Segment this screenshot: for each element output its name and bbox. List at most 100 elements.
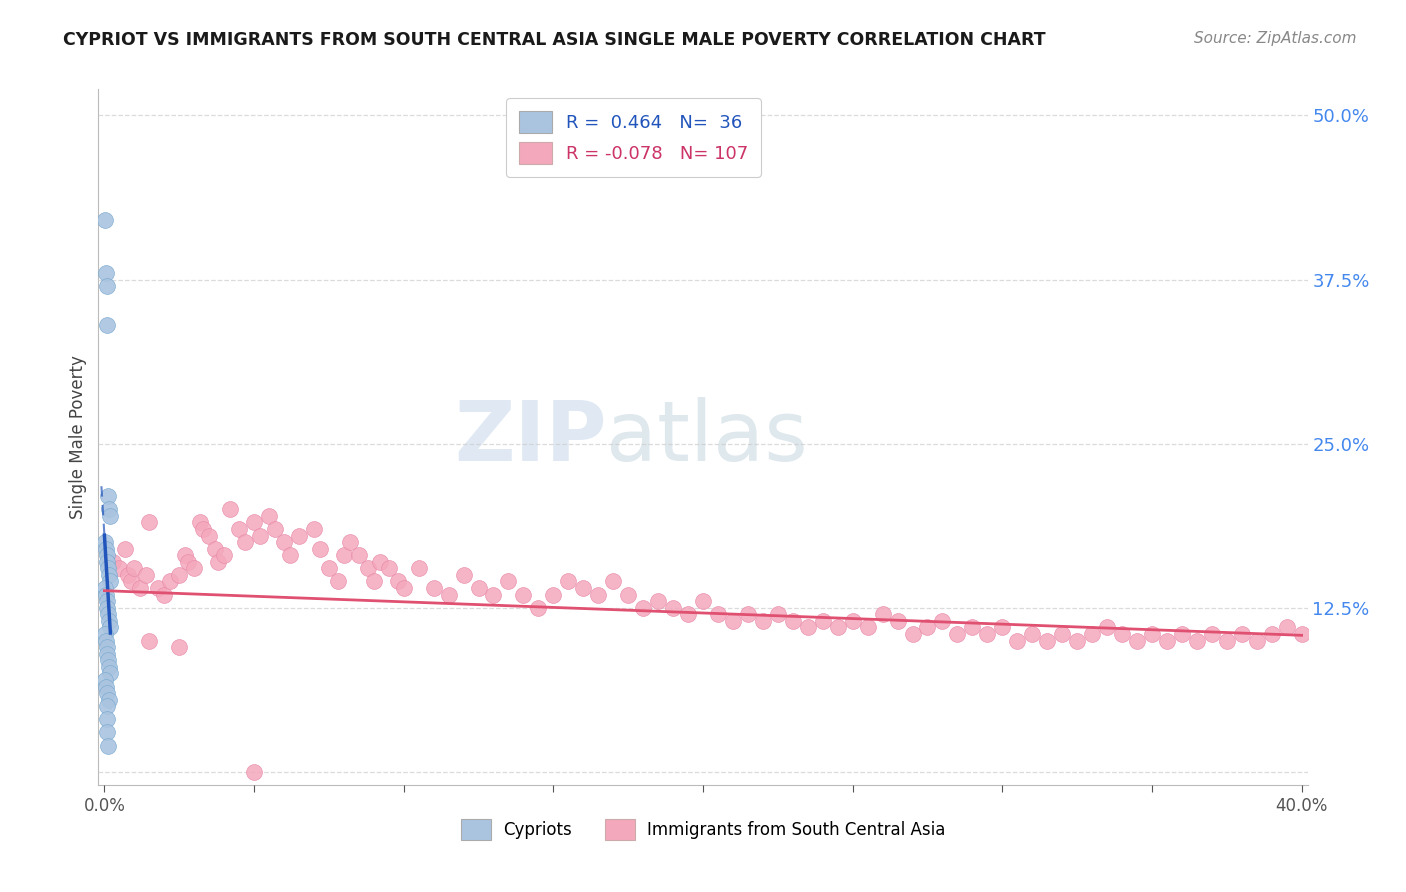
Point — [177, 555, 200, 569]
Point — [100, 574, 122, 589]
Point — [437, 588, 460, 602]
Point — [108, 561, 131, 575]
Point — [97, 502, 120, 516]
Point — [94, 266, 117, 280]
Point — [617, 588, 640, 602]
Point — [318, 561, 340, 575]
Point — [1216, 633, 1239, 648]
Point — [387, 574, 409, 589]
Point — [872, 607, 894, 622]
Point — [1171, 627, 1194, 641]
Point — [782, 614, 804, 628]
Point — [1275, 620, 1298, 634]
Point — [153, 588, 176, 602]
Point — [737, 607, 759, 622]
Point — [167, 640, 190, 654]
Point — [135, 568, 157, 582]
Point — [333, 548, 356, 562]
Point — [96, 640, 118, 654]
Point — [96, 318, 118, 333]
Point — [1156, 633, 1178, 648]
Point — [243, 764, 266, 779]
Point — [527, 600, 550, 615]
Point — [288, 528, 311, 542]
Point — [631, 600, 654, 615]
Point — [856, 620, 879, 634]
Point — [103, 555, 125, 569]
Point — [94, 535, 117, 549]
Point — [96, 548, 118, 562]
Point — [188, 516, 211, 530]
Point — [94, 627, 117, 641]
Point — [96, 686, 118, 700]
Point — [886, 614, 908, 628]
Point — [94, 588, 117, 602]
Point — [647, 594, 669, 608]
Point — [586, 588, 609, 602]
Text: ZIP: ZIP — [454, 397, 606, 477]
Point — [326, 574, 349, 589]
Point — [408, 561, 430, 575]
Point — [159, 574, 181, 589]
Point — [1126, 633, 1149, 648]
Point — [183, 561, 205, 575]
Point — [97, 489, 120, 503]
Point — [602, 574, 624, 589]
Point — [129, 581, 152, 595]
Point — [1185, 633, 1208, 648]
Point — [96, 712, 118, 726]
Point — [97, 568, 120, 582]
Legend: Cypriots, Immigrants from South Central Asia: Cypriots, Immigrants from South Central … — [454, 813, 952, 847]
Point — [100, 620, 122, 634]
Point — [96, 647, 118, 661]
Point — [1246, 633, 1268, 648]
Point — [138, 516, 160, 530]
Point — [917, 620, 939, 634]
Point — [97, 660, 120, 674]
Point — [264, 522, 287, 536]
Point — [662, 600, 685, 615]
Point — [1230, 627, 1253, 641]
Point — [1021, 627, 1043, 641]
Point — [198, 528, 221, 542]
Point — [219, 502, 242, 516]
Point — [96, 600, 118, 615]
Point — [692, 594, 714, 608]
Text: CYPRIOT VS IMMIGRANTS FROM SOUTH CENTRAL ASIA SINGLE MALE POVERTY CORRELATION CH: CYPRIOT VS IMMIGRANTS FROM SOUTH CENTRAL… — [63, 31, 1046, 49]
Point — [543, 588, 565, 602]
Point — [100, 508, 122, 523]
Point — [148, 581, 170, 595]
Point — [96, 279, 118, 293]
Point — [120, 574, 142, 589]
Point — [453, 568, 475, 582]
Point — [841, 614, 863, 628]
Point — [96, 594, 118, 608]
Point — [278, 548, 301, 562]
Point — [363, 574, 385, 589]
Point — [1066, 633, 1088, 648]
Point — [1140, 627, 1163, 641]
Point — [392, 581, 415, 595]
Point — [339, 535, 361, 549]
Point — [1050, 627, 1073, 641]
Point — [1201, 627, 1223, 641]
Point — [309, 541, 332, 556]
Point — [357, 561, 380, 575]
Point — [124, 561, 146, 575]
Point — [422, 581, 444, 595]
Point — [1036, 633, 1059, 648]
Point — [721, 614, 744, 628]
Point — [97, 692, 120, 706]
Point — [97, 607, 120, 622]
Point — [94, 213, 117, 227]
Point — [498, 574, 520, 589]
Point — [212, 548, 235, 562]
Point — [94, 633, 117, 648]
Text: atlas: atlas — [606, 397, 808, 477]
Point — [1095, 620, 1118, 634]
Point — [797, 620, 820, 634]
Point — [96, 699, 118, 714]
Point — [467, 581, 489, 595]
Point — [482, 588, 505, 602]
Point — [94, 680, 117, 694]
